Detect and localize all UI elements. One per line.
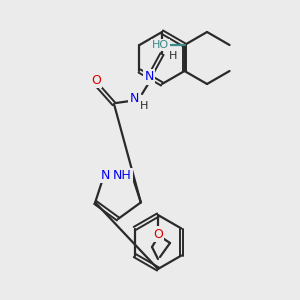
Text: H: H [169, 51, 177, 61]
Text: H: H [140, 101, 148, 111]
Text: NH: NH [113, 169, 131, 182]
Text: N: N [101, 169, 111, 182]
Text: O: O [91, 74, 101, 86]
Text: N: N [144, 70, 154, 83]
Text: O: O [153, 227, 163, 241]
Text: HO: HO [152, 40, 169, 50]
Text: N: N [129, 92, 139, 104]
